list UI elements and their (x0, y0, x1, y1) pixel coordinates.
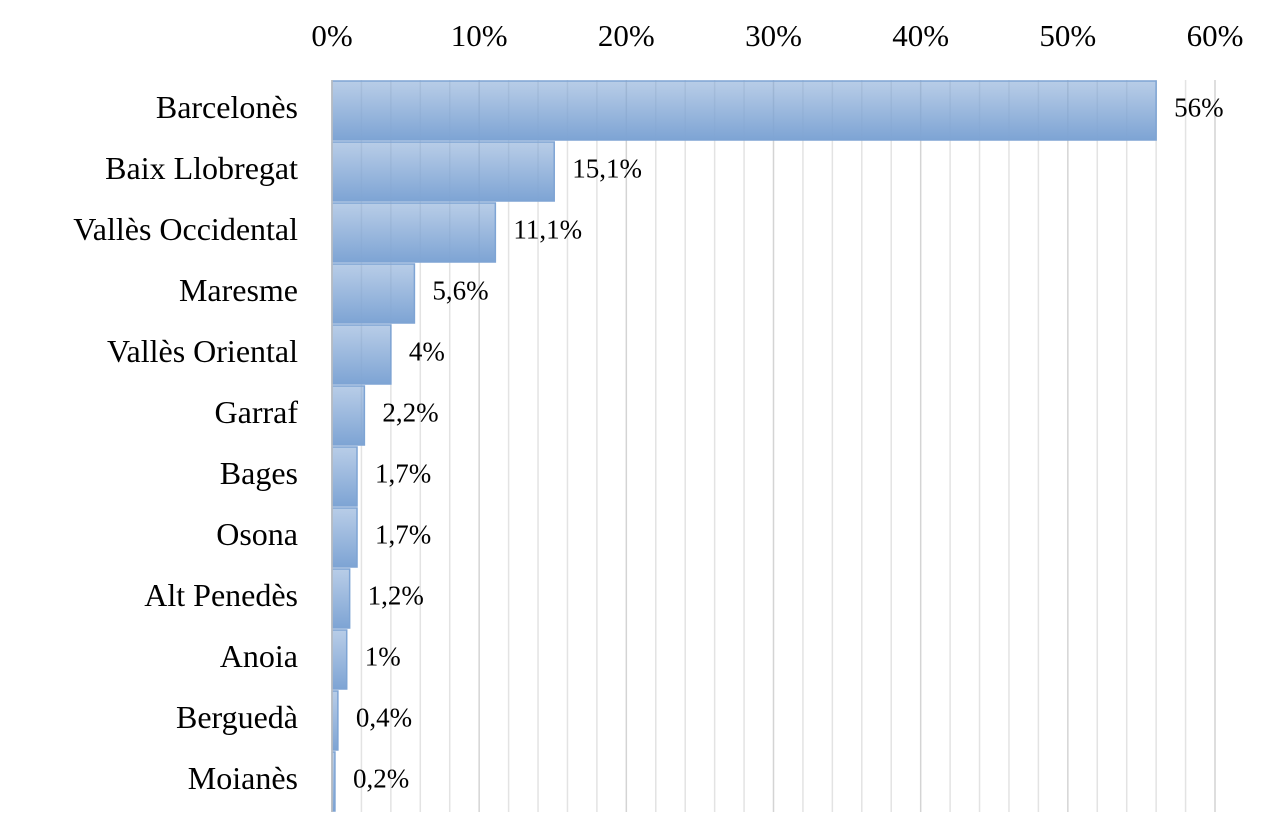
category-label: Vallès Occidental (73, 211, 298, 247)
data-label: 5,6% (432, 276, 488, 306)
x-tick-label: 20% (598, 18, 655, 53)
category-label: Alt Penedès (144, 577, 298, 613)
x-tick-label: 50% (1039, 18, 1096, 53)
category-label: Berguedà (176, 699, 298, 735)
category-label: Moianès (188, 760, 298, 796)
bar (331, 80, 1157, 141)
data-label: 1,2% (368, 581, 424, 611)
x-tick-label: 40% (892, 18, 949, 53)
bar (331, 690, 339, 751)
bar (331, 202, 497, 263)
category-label: Vallès Oriental (107, 333, 298, 369)
category-label: Bages (220, 455, 298, 491)
data-label: 56% (1174, 93, 1224, 123)
bar (331, 324, 392, 385)
bar (331, 141, 555, 202)
x-tick-label: 10% (451, 18, 508, 53)
category-label: Baix Llobregat (105, 150, 298, 186)
data-label: 0,2% (353, 764, 409, 794)
bar (331, 629, 348, 690)
data-label: 1,7% (375, 459, 431, 489)
x-tick-label: 0% (311, 18, 352, 53)
bar (331, 263, 416, 324)
data-label: 1% (365, 642, 401, 672)
data-label: 15,1% (572, 154, 642, 184)
bar (331, 385, 366, 446)
data-label: 2,2% (382, 398, 438, 428)
data-label: 1,7% (375, 520, 431, 550)
data-label: 11,1% (513, 215, 582, 245)
bar (331, 568, 351, 629)
category-label: Barcelonès (156, 89, 298, 125)
data-label: 4% (409, 337, 445, 367)
bar (331, 446, 358, 507)
category-label: Osona (216, 516, 298, 552)
data-label: 0,4% (356, 703, 412, 733)
category-label: Anoia (220, 638, 298, 674)
x-tick-label: 30% (745, 18, 802, 53)
x-tick-label: 60% (1187, 18, 1244, 53)
bar (331, 507, 358, 568)
category-label: Garraf (215, 394, 299, 430)
category-label: Maresme (179, 272, 298, 308)
